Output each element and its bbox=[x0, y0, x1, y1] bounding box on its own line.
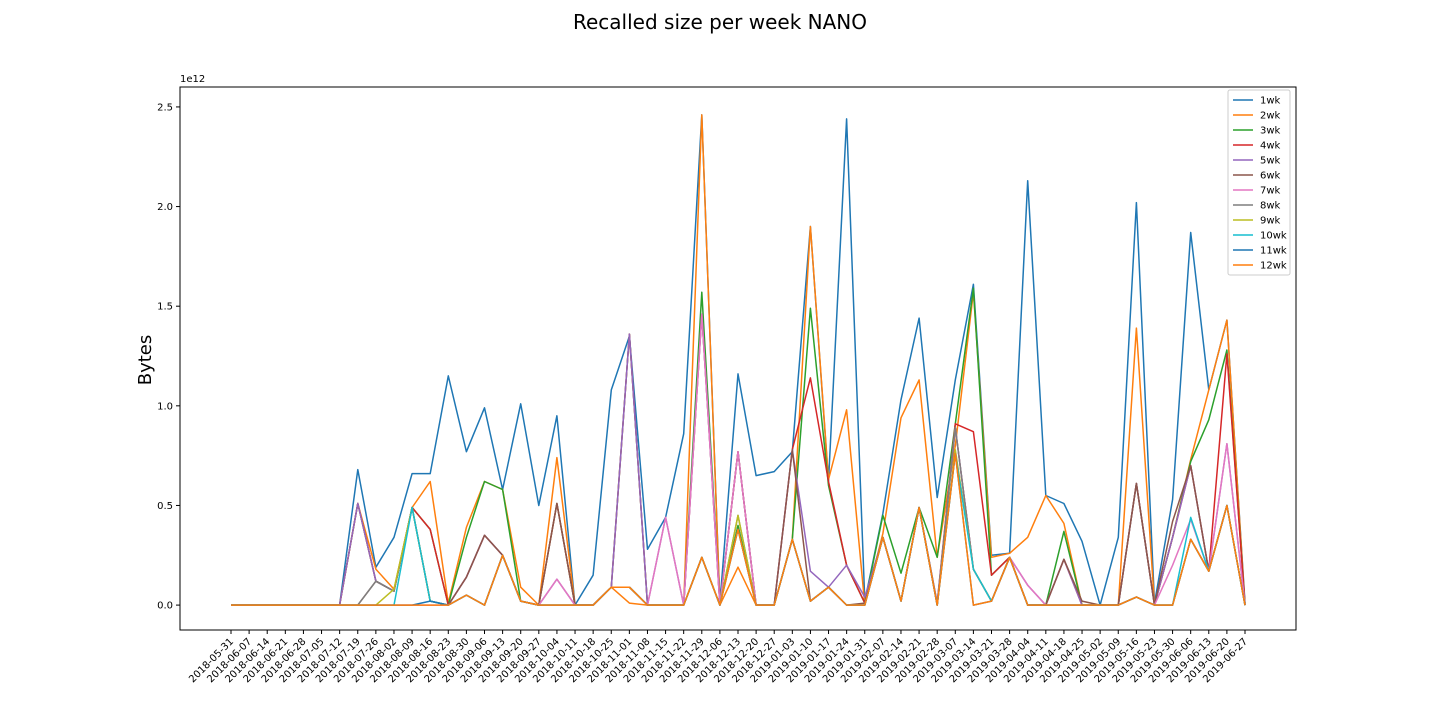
chart-title: Recalled size per week NANO bbox=[573, 10, 867, 34]
legend-label: 8wk bbox=[1260, 201, 1281, 212]
series-line-12wk bbox=[231, 452, 1246, 606]
legend-box bbox=[1227, 89, 1291, 276]
legend-label: 10wk bbox=[1260, 231, 1287, 242]
series-line-4wk bbox=[231, 313, 1246, 606]
y-axis: 0.0 0.5 1.0 1.5 2.0 2.5 bbox=[157, 102, 180, 612]
legend: 1wk 2wk 3wk 4wk 5wk 6wk 7wk 8wk 9wk 10wk 11wk 12wk bbox=[1227, 89, 1291, 276]
legend-label: 11wk bbox=[1260, 246, 1287, 257]
y-offset-label: 1e12 bbox=[180, 74, 205, 85]
y-axis-label: Bytes bbox=[135, 335, 156, 386]
y-tick-label: 2.5 bbox=[157, 102, 173, 113]
series-line-5wk bbox=[231, 313, 1246, 606]
plot-area bbox=[231, 114, 1246, 606]
legend-label: 2wk bbox=[1260, 111, 1281, 122]
y-tick-label: 1.0 bbox=[157, 401, 173, 412]
series-line-3wk bbox=[231, 287, 1246, 606]
y-tick-label: 1.5 bbox=[157, 302, 173, 313]
legend-label: 9wk bbox=[1260, 216, 1281, 227]
y-tick-label: 0.5 bbox=[157, 501, 173, 512]
legend-label: 7wk bbox=[1260, 186, 1281, 197]
legend-label: 6wk bbox=[1260, 171, 1281, 182]
legend-label: 3wk bbox=[1260, 126, 1281, 137]
series-line-7wk bbox=[231, 313, 1246, 606]
legend-label: 12wk bbox=[1260, 261, 1287, 272]
legend-label: 5wk bbox=[1260, 156, 1281, 167]
legend-label: 1wk bbox=[1260, 96, 1281, 107]
legend-label: 4wk bbox=[1260, 141, 1281, 152]
x-axis: 2018-05-312018-06-072018-06-142018-06-21… bbox=[187, 630, 1250, 685]
y-tick-label: 2.0 bbox=[157, 202, 173, 213]
series-line-1wk bbox=[231, 114, 1246, 606]
y-tick-label: 0.0 bbox=[157, 601, 173, 612]
